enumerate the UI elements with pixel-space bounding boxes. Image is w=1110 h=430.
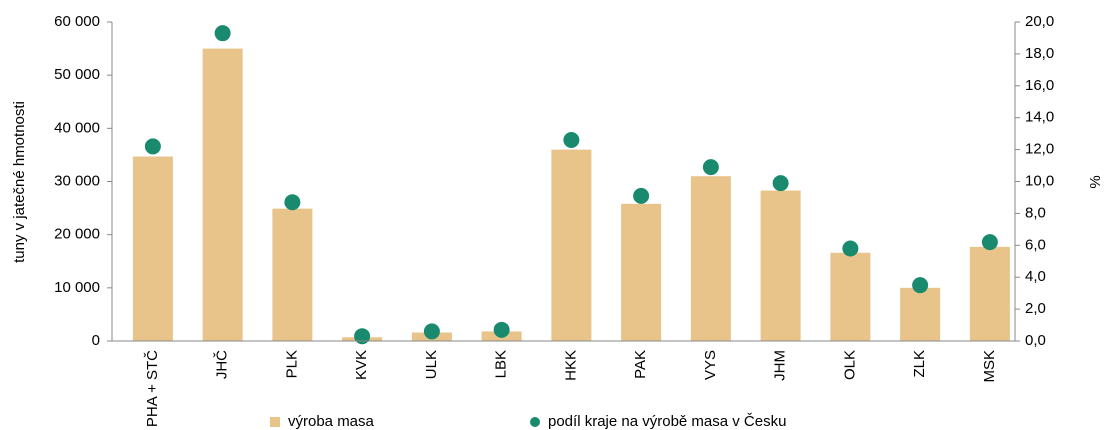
y2-tick-label: 8,0 — [1025, 204, 1046, 221]
x-tick-label: JHM — [772, 350, 789, 381]
x-tick-label: PLK — [283, 350, 300, 378]
y2-tick-label: 14,0 — [1025, 109, 1054, 126]
y2-tick-label: 0,0 — [1025, 332, 1046, 349]
x-tick-label: PAK — [632, 350, 649, 379]
bar — [132, 156, 173, 341]
bar — [900, 287, 941, 341]
y2-tick-label: 20,0 — [1025, 13, 1054, 30]
dot — [354, 328, 371, 345]
y-tick-label: 20 000 — [54, 226, 100, 243]
y-tick-label: 30 000 — [54, 172, 100, 189]
bar — [690, 176, 731, 341]
y-tick-label: 0 — [92, 332, 100, 349]
dot — [563, 132, 580, 149]
y-axis-label: tuny v jatečné hmotnosti — [11, 101, 28, 263]
dot — [981, 234, 998, 251]
x-tick-label: OLK — [841, 350, 858, 380]
y-tick-label: 50 000 — [54, 66, 100, 83]
dot — [633, 187, 650, 204]
bar — [969, 246, 1010, 341]
y2-tick-label: 2,0 — [1025, 300, 1046, 317]
bar — [621, 203, 662, 341]
bar — [272, 208, 313, 341]
y2-tick-label: 16,0 — [1025, 77, 1054, 94]
dot — [702, 159, 719, 176]
y-tick-label: 10 000 — [54, 279, 100, 296]
dot — [144, 138, 161, 155]
y-tick-label: 40 000 — [54, 119, 100, 136]
x-tick-label: JHČ — [214, 350, 231, 379]
y2-axis-label: % — [1087, 175, 1104, 188]
dot — [772, 175, 789, 192]
dot — [493, 321, 510, 338]
x-tick-label: VYS — [702, 350, 719, 380]
legend-swatch — [270, 417, 280, 427]
dot — [423, 323, 440, 340]
bar — [202, 48, 243, 341]
y2-tick-label: 18,0 — [1025, 45, 1054, 62]
y2-tick-label: 6,0 — [1025, 236, 1046, 253]
bar — [551, 149, 592, 341]
dot — [842, 240, 859, 257]
bar — [760, 190, 801, 341]
dot — [284, 194, 301, 211]
dot — [912, 277, 929, 294]
y-tick-label: 60 000 — [54, 13, 100, 30]
x-tick-label: ULK — [423, 350, 440, 379]
y2-tick-label: 12,0 — [1025, 141, 1054, 158]
x-tick-label: PHA + STČ — [144, 350, 161, 427]
x-tick-label: MSK — [981, 350, 998, 383]
dot — [214, 25, 231, 42]
legend-swatch — [530, 417, 540, 427]
y2-tick-label: 10,0 — [1025, 172, 1054, 189]
x-tick-label: KVK — [353, 350, 370, 380]
x-tick-label: LBK — [493, 350, 510, 378]
x-tick-label: HKK — [562, 350, 579, 381]
x-tick-label: ZLK — [911, 350, 928, 378]
legend-label: výroba masa — [288, 413, 375, 430]
legend-label: podíl kraje na výrobě masa v Česku — [548, 413, 786, 430]
bar — [830, 252, 871, 341]
y2-tick-label: 4,0 — [1025, 268, 1046, 285]
